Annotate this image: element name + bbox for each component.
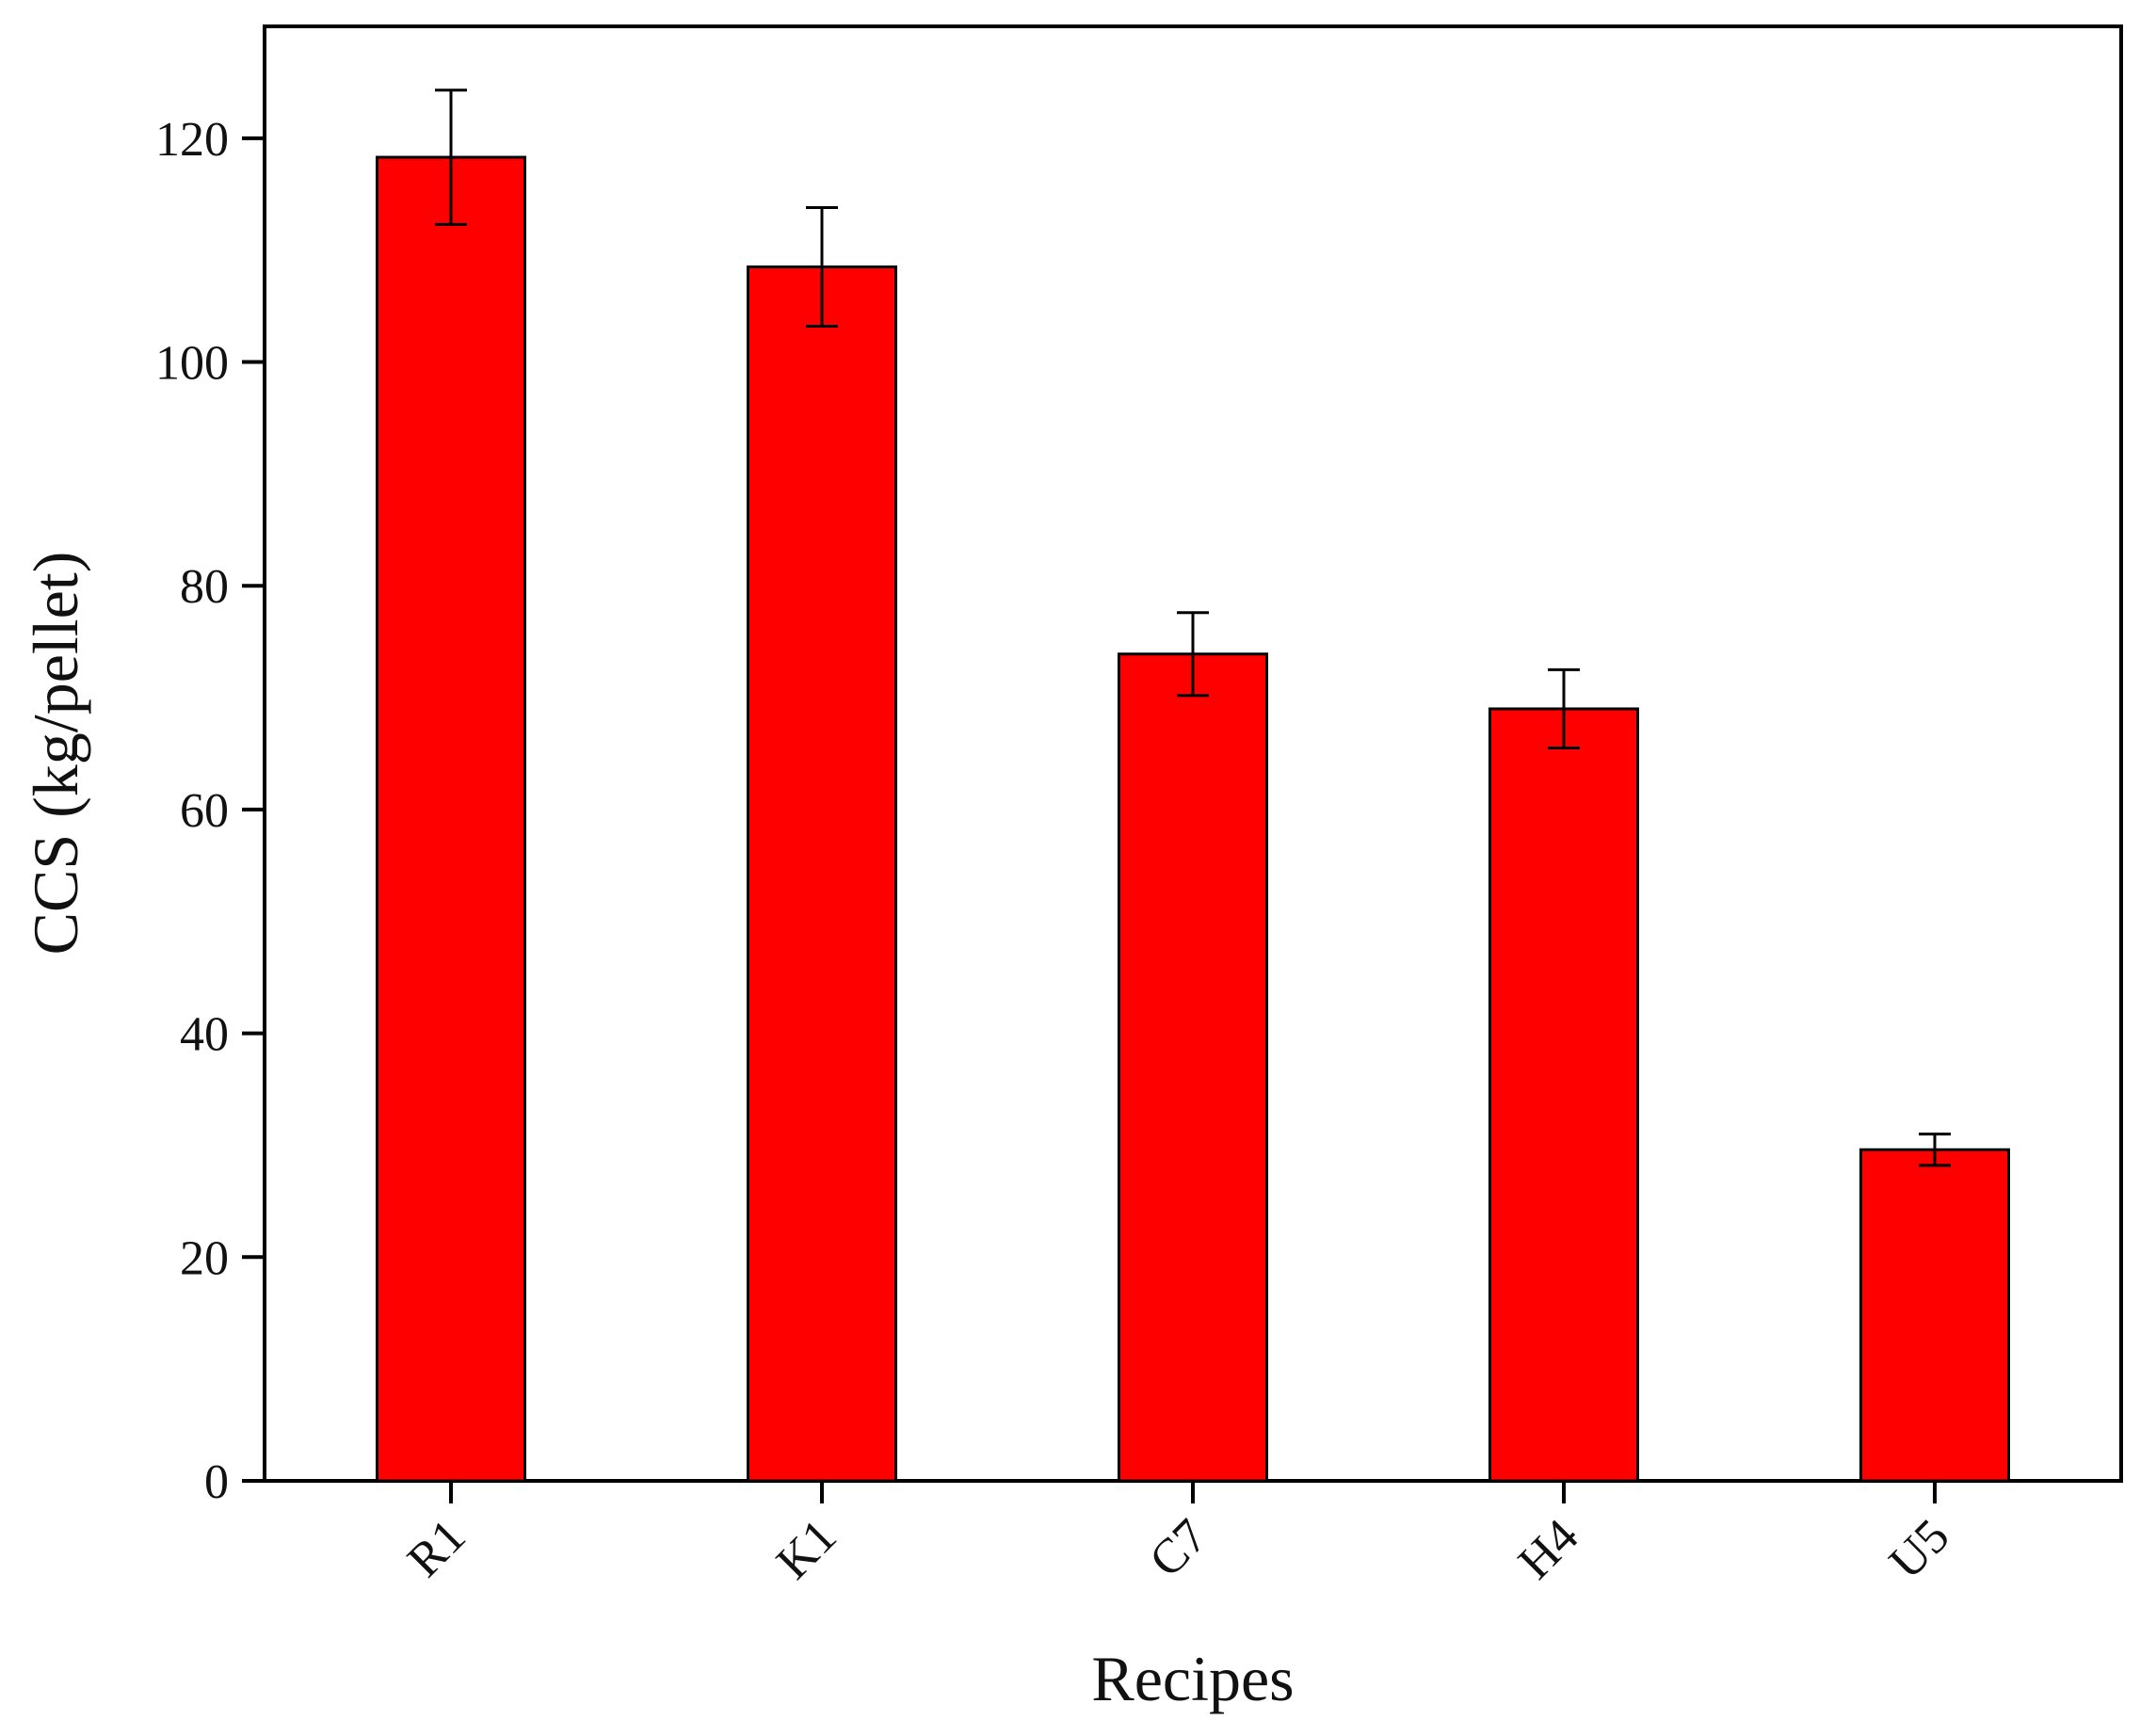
y-tick-label-40: 40 <box>180 1008 229 1062</box>
y-tick-label-0: 0 <box>204 1455 229 1509</box>
x-axis: R1 K1 C7 H4 U5 <box>397 1481 1959 1589</box>
y-tick-label-60: 60 <box>180 784 229 838</box>
bar-R1 <box>376 155 526 1483</box>
bars-group <box>376 155 2010 1483</box>
bar-U5 <box>1859 1148 2010 1483</box>
x-tick-label-K1: K1 <box>766 1509 846 1589</box>
y-tick-label-120: 120 <box>155 113 229 167</box>
y-tick-label-20: 20 <box>180 1231 229 1285</box>
bar-C7 <box>1118 652 1268 1483</box>
error-bars-group <box>435 88 1951 1167</box>
x-tick-label-R1: R1 <box>397 1509 475 1587</box>
bar-H4 <box>1488 707 1639 1483</box>
y-axis: 0 20 40 60 80 100 120 <box>155 113 265 1509</box>
x-tick-label-U5: U5 <box>1879 1509 1959 1589</box>
x-tick-label-H4: H4 <box>1508 1509 1588 1589</box>
bar-K1 <box>747 265 897 1483</box>
y-axis-title: CCS (kg/pellet) <box>20 552 91 956</box>
x-axis-title: Recipes <box>1091 1643 1294 1714</box>
y-tick-label-80: 80 <box>180 560 229 614</box>
x-tick-label-C7: C7 <box>1139 1509 1217 1587</box>
y-tick-label-100: 100 <box>155 337 229 391</box>
